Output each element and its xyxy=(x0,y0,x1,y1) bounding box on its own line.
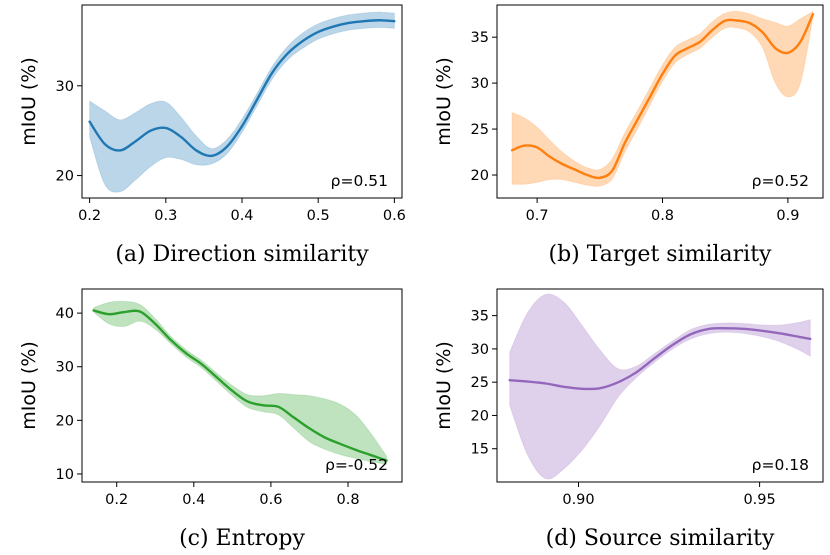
correlation-annotation: ρ=0.52 xyxy=(752,172,809,190)
x-tick-label: 0.9 xyxy=(776,208,799,224)
correlation-annotation: ρ=0.51 xyxy=(331,172,388,190)
confidence-band xyxy=(509,293,811,480)
axes-frame xyxy=(496,288,824,483)
panel-caption: (c) Entropy xyxy=(179,526,305,551)
mean-line xyxy=(508,327,812,391)
panel-b: 0.7 0.8 0.9 20 25 30 35 mIoU (%) ρ=0.52 (b) Targe… xyxy=(433,4,824,267)
x-tick-label: 0.7 xyxy=(526,208,549,224)
y-axis-label: mIoU (%) xyxy=(433,341,455,430)
panel-c: 0.2 0.4 0.6 0.8 10 20 30 40 mIoU (%) ρ=-0.52 (c) E… xyxy=(18,288,403,551)
y-tick-label: 35 xyxy=(471,30,489,46)
y-tick-label: 20 xyxy=(56,413,74,429)
y-tick-label: 20 xyxy=(471,168,489,184)
y-tick-label: 30 xyxy=(471,342,489,358)
panel-caption: (d) Source similarity xyxy=(546,526,775,551)
panel-caption: (a) Direction similarity xyxy=(115,242,369,267)
x-tick-label: 0.6 xyxy=(383,208,406,224)
x-tick-label: 0.8 xyxy=(651,208,674,224)
axes-frame xyxy=(496,4,824,199)
y-tick-label: 30 xyxy=(56,360,74,376)
confidence-band xyxy=(89,11,395,193)
mean-line xyxy=(510,12,815,180)
y-tick-label: 30 xyxy=(56,79,74,95)
panel-d: 0.90 0.95 15 20 25 30 35 mIoU (%) ρ=0.18 (d) Sour… xyxy=(433,288,824,551)
x-tick-label: 0.2 xyxy=(78,208,101,224)
y-tick-label: 30 xyxy=(471,76,489,92)
x-tick-label: 0.6 xyxy=(259,492,282,508)
panel-a: 0.2 0.3 0.4 0.5 0.6 20 30 mIoU (%) ρ=0.51 (a) Dir… xyxy=(18,4,406,267)
y-tick-label: 35 xyxy=(471,309,489,325)
x-tick-label: 0.4 xyxy=(182,492,205,508)
y-tick-label: 40 xyxy=(56,306,74,322)
y-axis-label: mIoU (%) xyxy=(433,57,455,146)
y-tick-label: 25 xyxy=(471,122,489,138)
mean-line xyxy=(88,19,396,158)
y-axis-label: mIoU (%) xyxy=(18,341,40,430)
mean-line xyxy=(92,309,388,462)
x-tick-label: 0.5 xyxy=(307,208,330,224)
axes-frame xyxy=(81,288,403,483)
x-tick-label: 0.3 xyxy=(154,208,177,224)
panel-caption: (b) Target similarity xyxy=(549,242,773,267)
x-tick-label: 0.2 xyxy=(105,492,128,508)
correlation-annotation: ρ=-0.52 xyxy=(325,456,388,474)
x-tick-label: 0.90 xyxy=(562,492,594,508)
confidence-band xyxy=(93,300,388,465)
y-tick-label: 20 xyxy=(471,408,489,424)
y-tick-label: 10 xyxy=(56,467,74,483)
y-tick-label: 25 xyxy=(471,375,489,391)
y-axis-label: mIoU (%) xyxy=(18,57,40,146)
x-tick-label: 0.8 xyxy=(336,492,359,508)
y-tick-label: 15 xyxy=(471,442,489,458)
correlation-annotation: ρ=0.18 xyxy=(752,456,809,474)
y-tick-label: 20 xyxy=(56,169,74,185)
x-tick-label: 0.95 xyxy=(743,492,775,508)
x-tick-label: 0.4 xyxy=(230,208,253,224)
